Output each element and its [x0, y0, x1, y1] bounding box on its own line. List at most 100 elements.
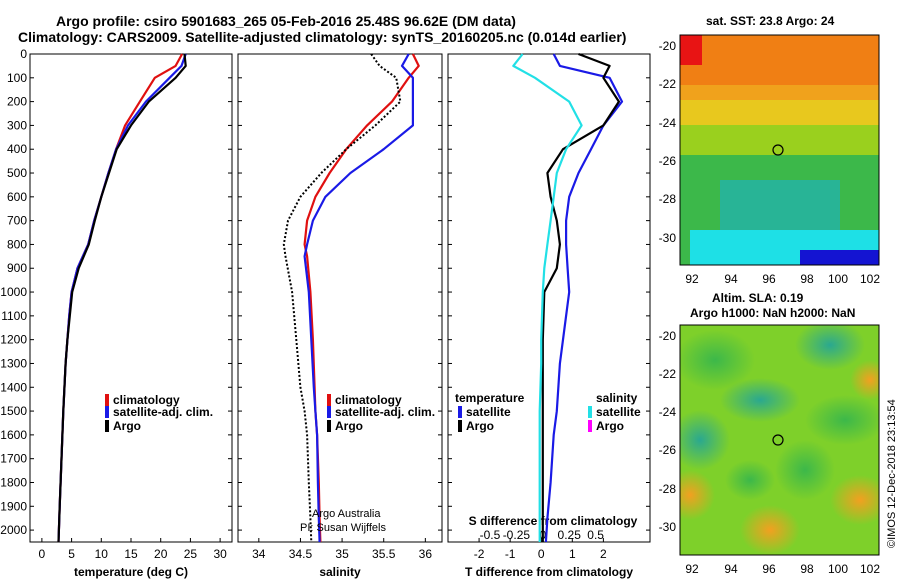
plot-frame: [237, 53, 443, 543]
sla-map-title2: Argo h1000: NaN h2000: NaN: [690, 306, 855, 320]
legend-label-satellite: satellite-adj. clim.: [335, 405, 435, 419]
sst-map-yticks: -20 -22 -24 -26 -28 -30: [659, 39, 677, 245]
sla-argo-location-marker: [772, 434, 784, 446]
sst-ytick: -26: [659, 154, 677, 168]
xtick-label: -1: [505, 547, 516, 561]
series-line-satellite-adj-clim-: [57, 53, 187, 543]
salinity-legend: climatology satellite-adj. clim. Argo Ar…: [300, 393, 435, 534]
ytick-label: 2000: [0, 523, 27, 537]
legend-swatch-sal-satellite: [588, 406, 592, 418]
legend-swatch-satellite: [327, 406, 331, 418]
difference-legend: temperature salinity satellite Argo sate…: [455, 391, 641, 433]
sst-ytick: -24: [659, 116, 677, 130]
series-line-climatology: [57, 53, 184, 543]
sst-map-frame: [679, 34, 880, 266]
ytick-label: 1100: [1, 309, 27, 323]
sla-xtick: 102: [860, 562, 880, 576]
series-line-argo: [282, 53, 402, 543]
sla-ytick: -20: [659, 329, 677, 343]
xtick-label: 34.5: [289, 547, 313, 561]
sst-xtick: 100: [828, 272, 848, 286]
x-axis-label: temperature (deg C): [74, 565, 188, 579]
xtick-label: 2: [600, 547, 607, 561]
sla-map: [680, 325, 879, 555]
sla-ytick: -28: [659, 482, 677, 496]
xtick-label: 36: [419, 547, 433, 561]
sla-xtick: 98: [800, 562, 814, 576]
legend-swatch-temp-satellite: [458, 406, 462, 418]
ytick-label: 800: [7, 237, 27, 251]
sla-ytick: -22: [659, 367, 677, 381]
imos-stamp: ©IMOS 12-Dec-2018 23:13:54: [886, 399, 898, 548]
sla-map-title1: Altim. SLA: 0.19: [712, 291, 804, 305]
ytick-label: 600: [7, 190, 27, 204]
xtick-label: 35: [335, 547, 349, 561]
sla-ytick: -24: [659, 405, 677, 419]
legend-swatch-climatology: [327, 394, 331, 406]
ytick-label: 1600: [0, 428, 27, 442]
series-line-argo: [57, 53, 187, 543]
legend-label-temp-satellite: satellite: [466, 405, 511, 419]
sla-xtick: 92: [685, 562, 699, 576]
legend-label-argo: Argo: [335, 419, 363, 433]
series-line-satellite-adj-clim-: [303, 53, 414, 543]
sst-argo-location-marker: [772, 144, 784, 156]
salinity-panel: 34 34.5 35 35.5 36 salinity: [237, 53, 443, 579]
legend-swatch-argo: [327, 420, 331, 432]
xtick-label: 10: [95, 547, 109, 561]
xtick-label: 0: [39, 547, 46, 561]
ytick-label: 0: [20, 47, 27, 61]
sst-ytick: -20: [659, 39, 677, 53]
secondary-xtick-label: 0.5: [587, 528, 604, 542]
series-line-salinity-satellite: [512, 53, 583, 542]
sla-ytick: -30: [659, 520, 677, 534]
legend-label-temp-argo: Argo: [466, 419, 494, 433]
xtick-label: 20: [154, 547, 168, 561]
sla-xtick: 96: [762, 562, 776, 576]
ytick-label: 1400: [0, 380, 27, 394]
sst-map-title: sat. SST: 23.8 Argo: 24: [706, 14, 835, 28]
plot-frame: [447, 53, 651, 543]
ytick-label: 200: [7, 95, 27, 109]
xtick-label: 25: [184, 547, 198, 561]
sst-xtick: 92: [685, 272, 699, 286]
sst-xtick: 94: [724, 272, 738, 286]
secondary-axis-title: S difference from climatology: [469, 514, 638, 528]
xtick-label: 35.5: [372, 547, 396, 561]
xtick-label: 1: [569, 547, 576, 561]
legend-temperature-title: temperature: [455, 391, 525, 405]
series-line-temperature-argo: [541, 52, 621, 542]
credit-line2: PI: Susan Wijffels: [300, 522, 386, 534]
ytick-label: 1800: [0, 475, 27, 489]
sst-map-xticks: 92 94 96 98 100 102: [685, 272, 880, 286]
legend-swatch-sal-argo: [588, 420, 592, 432]
legend-label-sal-argo: Argo: [596, 419, 624, 433]
sst-xtick: 98: [800, 272, 814, 286]
xtick-label: 15: [124, 547, 138, 561]
sla-xtick: 94: [724, 562, 738, 576]
sst-ytick: -22: [659, 77, 677, 91]
series-line-climatology: [303, 53, 420, 543]
legend-label-climatology: climatology: [335, 393, 402, 407]
xtick-label: 5: [68, 547, 75, 561]
xtick-label: 34: [252, 547, 266, 561]
x-axis-label: salinity: [319, 565, 361, 579]
secondary-xtick-label: 0.25: [558, 528, 582, 542]
legend-label-argo: Argo: [113, 419, 141, 433]
sst-xtick: 102: [860, 272, 880, 286]
xtick-label: -2: [474, 547, 485, 561]
legend-swatch-climatology: [105, 394, 109, 406]
temperature-panel: 0100200300400500600700800900100011001200…: [0, 47, 233, 579]
ytick-label: 400: [7, 142, 27, 156]
legend-swatch-argo: [105, 420, 109, 432]
ytick-label: 1200: [0, 333, 27, 347]
sla-ytick: -26: [659, 443, 677, 457]
header-line1: Argo profile: csiro 5901683_265 05-Feb-2…: [56, 13, 516, 29]
legend-swatch-temp-argo: [458, 420, 462, 432]
difference-panel: -2 -1 0 1 2 T difference from climatology S di…: [447, 52, 651, 579]
legend-salinity-title: salinity: [596, 391, 638, 405]
ytick-label: 1900: [0, 499, 27, 513]
ytick-label: 700: [7, 214, 27, 228]
legend-swatch-satellite: [105, 406, 109, 418]
